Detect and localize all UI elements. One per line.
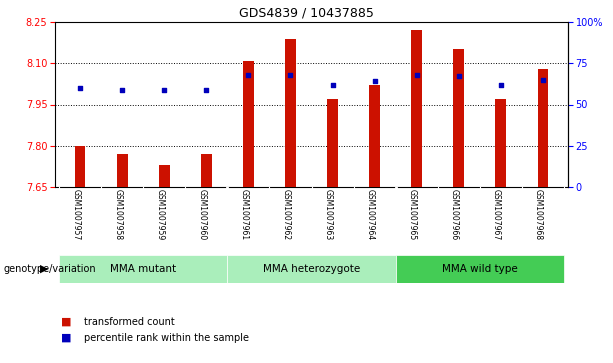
Text: GSM1007963: GSM1007963 <box>324 189 332 240</box>
Bar <box>454 49 464 187</box>
Point <box>327 82 337 87</box>
Bar <box>75 146 85 187</box>
Text: GSM1007968: GSM1007968 <box>534 189 543 240</box>
Point <box>454 74 463 79</box>
Point <box>496 82 506 87</box>
Bar <box>201 154 211 187</box>
Bar <box>159 165 170 187</box>
Point <box>159 87 169 93</box>
Text: genotype/variation: genotype/variation <box>3 264 96 274</box>
Point <box>75 85 85 91</box>
Bar <box>59 255 227 283</box>
Text: ▶: ▶ <box>40 264 49 274</box>
Bar <box>285 38 295 187</box>
Text: GSM1007959: GSM1007959 <box>155 189 164 240</box>
Bar <box>538 69 548 187</box>
Bar <box>411 30 422 187</box>
Text: MMA mutant: MMA mutant <box>110 264 177 274</box>
Text: GSM1007964: GSM1007964 <box>365 189 375 240</box>
Bar <box>243 61 254 187</box>
Text: ■: ■ <box>61 333 72 343</box>
Text: GSM1007960: GSM1007960 <box>197 189 207 240</box>
Text: GSM1007957: GSM1007957 <box>71 189 80 240</box>
Bar <box>495 99 506 187</box>
Text: ■: ■ <box>61 317 72 327</box>
Text: GDS4839 / 10437885: GDS4839 / 10437885 <box>239 6 374 19</box>
Point <box>202 87 211 93</box>
Bar <box>395 255 564 283</box>
Point <box>538 77 547 83</box>
Text: transformed count: transformed count <box>85 317 175 327</box>
Text: GSM1007966: GSM1007966 <box>450 189 459 240</box>
Bar <box>227 255 395 283</box>
Point <box>117 87 127 93</box>
Point <box>243 72 253 78</box>
Text: percentile rank within the sample: percentile rank within the sample <box>85 333 249 343</box>
Point <box>412 72 422 78</box>
Text: GSM1007965: GSM1007965 <box>408 189 417 240</box>
Bar <box>369 85 380 187</box>
Text: MMA heterozygote: MMA heterozygote <box>263 264 360 274</box>
Text: GSM1007958: GSM1007958 <box>113 189 122 240</box>
Bar <box>117 154 128 187</box>
Point <box>286 72 295 78</box>
Text: GSM1007962: GSM1007962 <box>281 189 291 240</box>
Point <box>370 78 379 84</box>
Bar <box>327 99 338 187</box>
Text: GSM1007961: GSM1007961 <box>240 189 248 240</box>
Text: GSM1007967: GSM1007967 <box>492 189 501 240</box>
Text: MMA wild type: MMA wild type <box>442 264 517 274</box>
